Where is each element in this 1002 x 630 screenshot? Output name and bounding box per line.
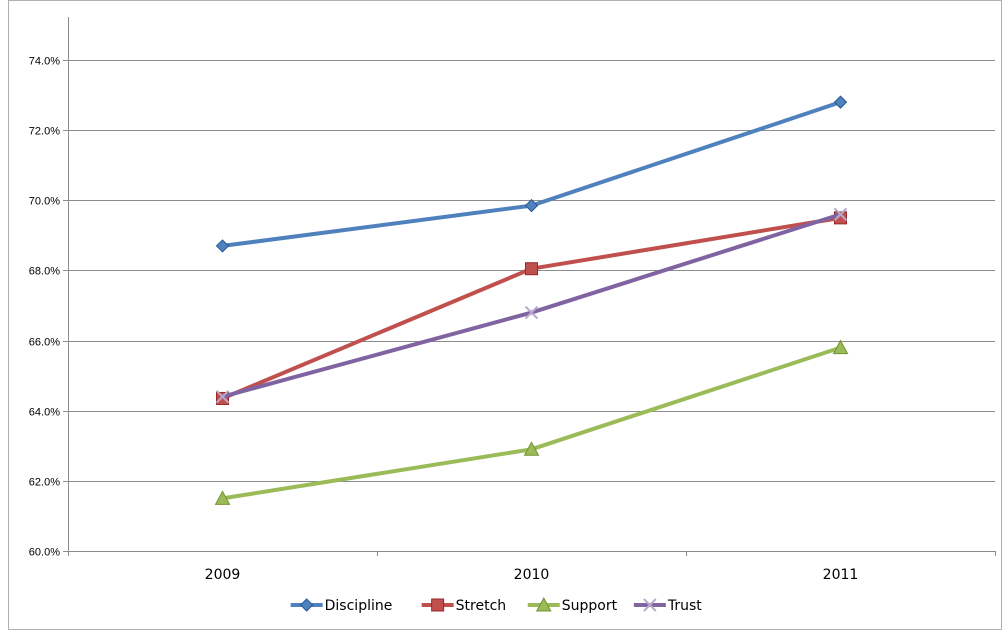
series-trust [215, 207, 848, 404]
series-discipline [215, 95, 848, 253]
legend-marker-support [535, 596, 552, 612]
marker-stroke [215, 389, 230, 404]
x-tick-label: 2010 [514, 567, 550, 583]
y-tick-label: 66.0% [29, 337, 60, 349]
x-tick-label: 2009 [205, 567, 241, 583]
y-tick-label: 74.0% [29, 56, 60, 68]
y-tick-label: 62.0% [29, 477, 60, 489]
data-point-support [214, 490, 231, 505]
x-axis-ticks: 2009 2010 2011 [205, 567, 859, 583]
y-tick-label: 72.0% [29, 126, 60, 138]
marker-stroke [833, 207, 848, 222]
legend-label-trust: Trust [667, 598, 702, 614]
series-group [214, 95, 849, 505]
legend-label-stretch: Stretch [456, 598, 507, 614]
y-tick-label: 68.0% [29, 266, 60, 278]
y-tick-label: 64.0% [29, 407, 60, 419]
data-point-trust [215, 389, 230, 404]
legend-item-support: Support [527, 596, 618, 614]
legend-marker-trust [643, 598, 657, 612]
legend-marker-discipline [299, 598, 314, 612]
y-axis-ticks: 60.0% 62.0% 64.0% 66.0% 68.0% 70.0% 72.0% 74.0% [29, 56, 60, 559]
legend-label-discipline: Discipline [325, 598, 393, 614]
legend: Discipline Stretch Support Trust [290, 596, 702, 614]
legend-marker-stretch [431, 598, 445, 612]
chart-border [8, 0, 1002, 630]
data-point-discipline [215, 239, 230, 253]
legend-item-trust: Trust [633, 598, 702, 614]
legend-label-support: Support [562, 598, 618, 614]
data-point-discipline [524, 198, 539, 213]
marker-stroke [643, 598, 657, 612]
data-point-support [523, 441, 540, 456]
y-tick-label: 60.0% [29, 547, 60, 559]
series-support [214, 339, 849, 505]
legend-item-stretch: Stretch [421, 598, 507, 614]
data-point-stretch [525, 262, 538, 276]
legend-item-discipline: Discipline [290, 598, 393, 614]
y-tick-label: 70.0% [29, 196, 60, 208]
data-point-trust [833, 207, 848, 222]
data-point-trust [524, 305, 539, 320]
data-point-support [832, 339, 849, 355]
axes [63, 17, 996, 556]
data-point-discipline [833, 95, 848, 109]
x-tick-label: 2011 [823, 567, 859, 583]
marker-stroke [524, 305, 539, 320]
